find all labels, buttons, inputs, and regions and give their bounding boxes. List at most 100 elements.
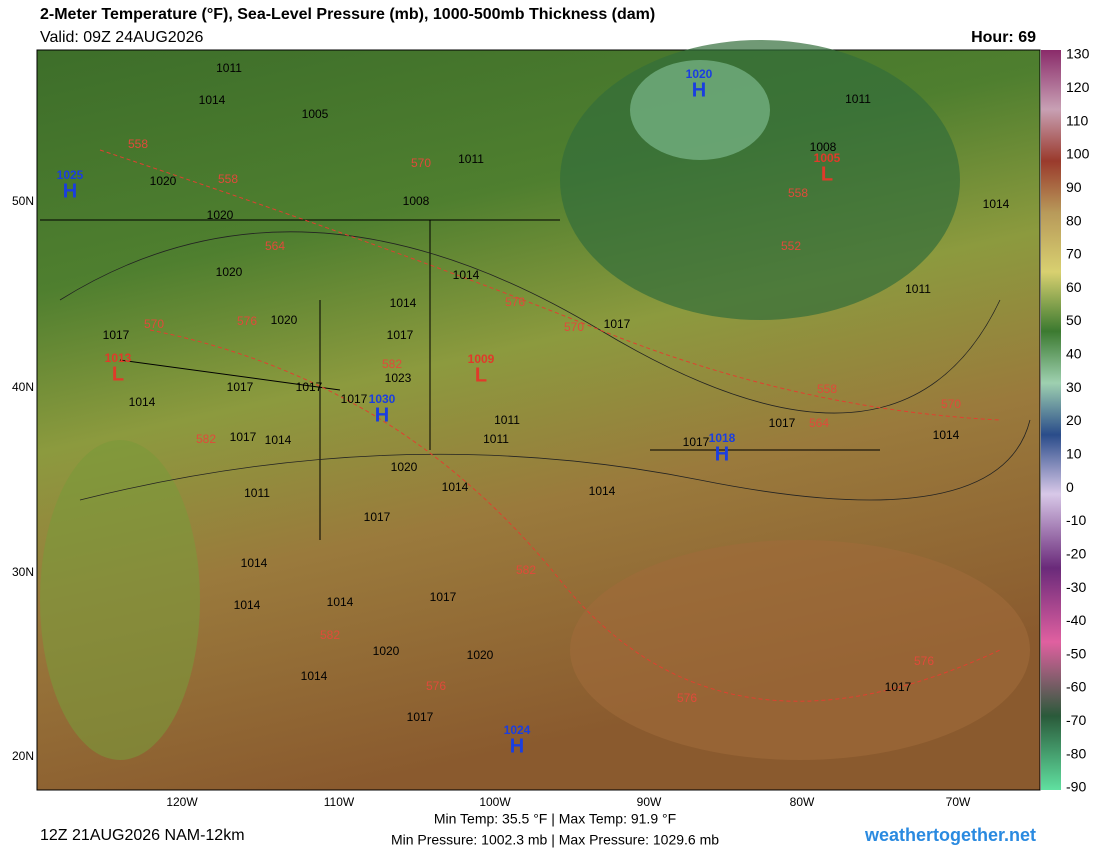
center-letter: H [715,443,729,465]
isobar-label: 1014 [241,556,268,570]
thickness-label: 582 [382,357,402,371]
thickness-label: 570 [941,397,961,411]
center-letter: H [510,735,524,757]
isobar-label: 1017 [296,380,323,394]
forecast-hour: Hour: 69 [971,29,1036,46]
isobar-label: 1017 [364,510,391,524]
thickness-label: 558 [788,186,808,200]
title: 2-Meter Temperature (°F), Sea-Level Pres… [40,6,655,23]
thickness-label: 576 [237,314,257,328]
colorbar-label: -30 [1066,579,1086,595]
thickness-label: 576 [426,679,446,693]
isobars [59,231,1031,501]
center-value: 1005 [814,151,841,165]
isobar-label: 1014 [453,268,480,282]
colorbar-label: 10 [1066,446,1082,462]
pacific [40,440,200,760]
thickness-label: 582 [516,563,536,577]
colorbar-label: 80 [1066,212,1082,228]
isobar-label: 1020 [207,208,234,222]
colorbar-label: 40 [1066,346,1082,362]
isobar-label: 1011 [905,282,931,296]
isobar-label: 1014 [327,595,354,609]
thickness-label: 552 [781,239,801,253]
colorbar-label: 120 [1066,79,1090,95]
hudson-bay [630,60,770,160]
colorbar-label: 100 [1066,146,1090,162]
canada-region [560,40,960,320]
colorbar-label: 60 [1066,279,1082,295]
isobar-label: 1014 [129,395,156,409]
isobar-label: 1017 [230,430,257,444]
isobar-label: 1011 [845,92,871,106]
isobar-label: 1017 [683,435,710,449]
isobar-label: 1020 [216,265,243,279]
thickness-label: 570 [411,156,431,170]
colorbar-label: -80 [1066,745,1086,761]
isobar-label: 1017 [430,590,457,604]
center-letter: H [692,79,706,101]
thickness-label: 558 [817,382,837,396]
thickness-label: 570 [564,320,584,334]
thickness-label: 558 [128,137,148,151]
center-value: 1013 [105,351,132,365]
isobar-label: 1017 [407,710,434,724]
isobar-label: 1014 [442,480,469,494]
isobar-label: 1014 [301,669,328,683]
center-letter: H [63,180,77,202]
thickness-label: 564 [809,416,829,430]
thickness-label: 576 [505,295,525,309]
thickness-label: 570 [144,317,164,331]
thickness-label: 582 [320,628,340,642]
center-letter: L [475,364,487,386]
isobar-label: 1020 [467,648,494,662]
isobar-label: 1011 [494,413,520,427]
colorbar-label: 110 [1066,112,1089,128]
isobar-label: 1017 [227,380,254,394]
isobar-label: 1011 [483,432,509,446]
center-value: 1009 [468,352,495,366]
lat-label: 30N [12,565,34,579]
colorbar-label: 90 [1066,179,1082,195]
center-letter: L [112,363,124,385]
isobar-label: 1020 [373,644,400,658]
colorbar-label: 20 [1066,412,1082,428]
colorbar [1041,50,1061,790]
center-value: 1024 [504,723,531,737]
thickness-label: 582 [196,432,216,446]
isobar-label: 1023 [385,371,412,385]
isobar-label: 1017 [387,328,414,342]
isobar-label: 1020 [391,460,418,474]
valid-time: Valid: 09Z 24AUG2026 [40,29,203,46]
colorbar-label: 50 [1066,312,1082,328]
center-value: 1025 [57,168,84,182]
colorbar-label: -10 [1066,512,1086,528]
lon-label: 110W [324,795,355,809]
pressure-range: Min Pressure: 1002.3 mb | Max Pressure: … [391,832,719,848]
colorbar-label: -20 [1066,545,1086,561]
center-value: 1020 [686,67,713,81]
center-value: 1030 [369,392,396,406]
isobar-label: 1017 [341,392,368,406]
center-value: 1018 [709,431,736,445]
isobar-label: 1017 [769,416,796,430]
center-letter: L [821,163,833,185]
thickness-label: 564 [265,239,285,253]
lat-label: 50N [12,194,34,208]
site: weathertogether.net [864,825,1036,845]
temp-range: Min Temp: 35.5 °F | Max Temp: 91.9 °F [434,811,676,827]
thickness-label: 576 [677,691,697,705]
colorbar-label: 30 [1066,379,1082,395]
colorbar-label: 0 [1066,479,1074,495]
lat-label: 20N [12,749,34,763]
isobar-label: 1014 [933,428,960,442]
isobar-label: 1014 [589,484,616,498]
isobar-label: 1011 [244,486,270,500]
thickness-lines [99,149,1001,702]
colorbar-label: 70 [1066,246,1082,262]
isobar-label: 1014 [265,433,292,447]
isobar-label: 1014 [199,93,226,107]
isobar-label: 1014 [234,598,261,612]
atlantic-gulf [570,540,1030,760]
center-letter: H [375,404,389,426]
